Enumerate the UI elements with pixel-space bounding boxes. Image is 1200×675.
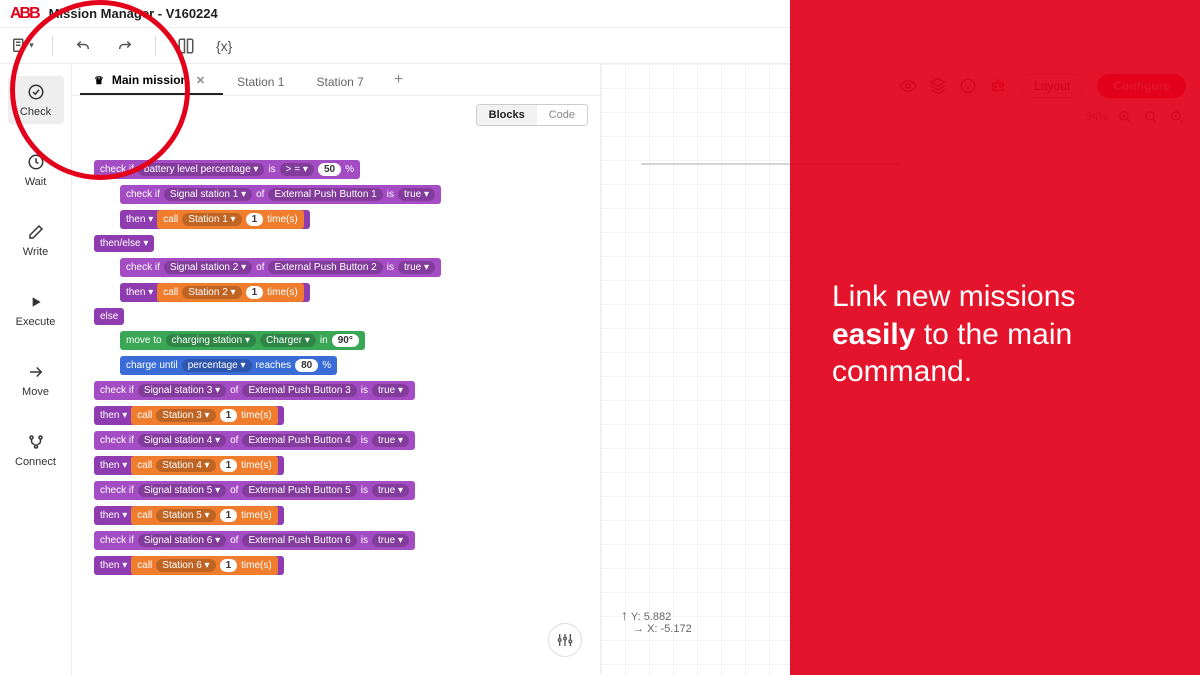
marketing-overlay-text: Link new missionseasily to the maincomma… bbox=[832, 278, 1075, 391]
code-block[interactable]: check if Signal station 6 ▾ of External … bbox=[94, 531, 415, 550]
crown-icon: ♛ bbox=[94, 74, 104, 87]
code-block[interactable]: then/else ▾ bbox=[94, 235, 154, 252]
file-menu-icon[interactable]: ▾ bbox=[10, 34, 34, 58]
pencil-icon bbox=[26, 222, 46, 242]
sidebar-item-label: Check bbox=[20, 106, 51, 118]
branch-icon bbox=[26, 432, 46, 452]
sidebar-item-write[interactable]: Write bbox=[8, 216, 64, 264]
block-canvas[interactable]: check if battery level percentage ▾ is >… bbox=[72, 96, 600, 675]
toolbar-separator bbox=[155, 36, 156, 56]
code-block[interactable]: else bbox=[94, 308, 124, 325]
sidebar-item-execute[interactable]: Execute bbox=[8, 286, 64, 334]
code-block[interactable]: check if Signal station 1 ▾ of External … bbox=[120, 185, 441, 204]
tab[interactable]: Station 7 bbox=[302, 69, 381, 95]
close-icon[interactable]: ✕ bbox=[196, 74, 205, 87]
tabs: ♛ Main mission ✕ Station 1 Station 7 + bbox=[72, 64, 600, 96]
toolbar-separator bbox=[52, 36, 53, 56]
tab-label: Main mission bbox=[112, 73, 188, 87]
sidebar-item-label: Execute bbox=[16, 316, 56, 328]
sidebar-item-check[interactable]: Check bbox=[8, 76, 64, 124]
sidebar-item-wait[interactable]: Wait bbox=[8, 146, 64, 194]
coordinate-readout: ↑ Y: 5.882 → X: -5.172 bbox=[621, 607, 692, 635]
tab-label: Station 7 bbox=[316, 75, 363, 89]
tab[interactable]: Station 1 bbox=[223, 69, 302, 95]
tab[interactable]: ♛ Main mission ✕ bbox=[80, 67, 223, 95]
arrow-right-icon bbox=[26, 362, 46, 382]
code-block[interactable]: then ▾ call Station 5 ▾ 1 time(s) bbox=[94, 506, 284, 525]
tab-add-button[interactable]: + bbox=[382, 65, 415, 95]
code-block[interactable]: check if Signal station 2 ▾ of External … bbox=[120, 258, 441, 277]
code-block[interactable]: check if battery level percentage ▾ is >… bbox=[94, 160, 360, 179]
library-icon[interactable] bbox=[174, 34, 198, 58]
check-circle-icon bbox=[26, 82, 46, 102]
code-block[interactable]: check if Signal station 5 ▾ of External … bbox=[94, 481, 415, 500]
clock-icon bbox=[26, 152, 46, 172]
play-icon bbox=[26, 292, 46, 312]
mission-editor: ♛Main mission✕Station 1Station 7+ Blocks… bbox=[72, 64, 600, 675]
undo-icon[interactable] bbox=[71, 34, 95, 58]
tab-label: Station 1 bbox=[237, 75, 284, 89]
sidebar-item-connect[interactable]: Connect bbox=[8, 426, 64, 474]
sidebar-item-label: Move bbox=[22, 386, 49, 398]
canvas-settings-button[interactable] bbox=[548, 623, 582, 657]
code-block[interactable]: then ▾ call Station 6 ▾ 1 time(s) bbox=[94, 556, 284, 575]
app-title: Mission Manager - V160224 bbox=[49, 6, 218, 21]
code-block[interactable]: charge until percentage ▾ reaches 80 % bbox=[120, 356, 337, 375]
code-block[interactable]: then ▾ call Station 1 ▾ 1 time(s) bbox=[120, 210, 310, 229]
abb-logo: ABB bbox=[10, 5, 39, 23]
sidebar-item-label: Wait bbox=[25, 176, 47, 188]
sidebar-item-move[interactable]: Move bbox=[8, 356, 64, 404]
code-block[interactable]: move to charging station ▾ Charger ▾ in … bbox=[120, 331, 365, 350]
sidebar-item-label: Write bbox=[23, 246, 48, 258]
sidebar: Check Wait Write Execute Move Connect bbox=[0, 64, 72, 675]
code-block[interactable]: then ▾ call Station 4 ▾ 1 time(s) bbox=[94, 456, 284, 475]
variables-button[interactable]: {x} bbox=[216, 38, 232, 54]
redo-icon[interactable] bbox=[113, 34, 137, 58]
code-block[interactable]: then ▾ call Station 3 ▾ 1 time(s) bbox=[94, 406, 284, 425]
code-block[interactable]: then ▾ call Station 2 ▾ 1 time(s) bbox=[120, 283, 310, 302]
sidebar-item-label: Connect bbox=[15, 456, 56, 468]
code-block[interactable]: check if Signal station 4 ▾ of External … bbox=[94, 431, 415, 450]
code-block[interactable]: check if Signal station 3 ▾ of External … bbox=[94, 381, 415, 400]
